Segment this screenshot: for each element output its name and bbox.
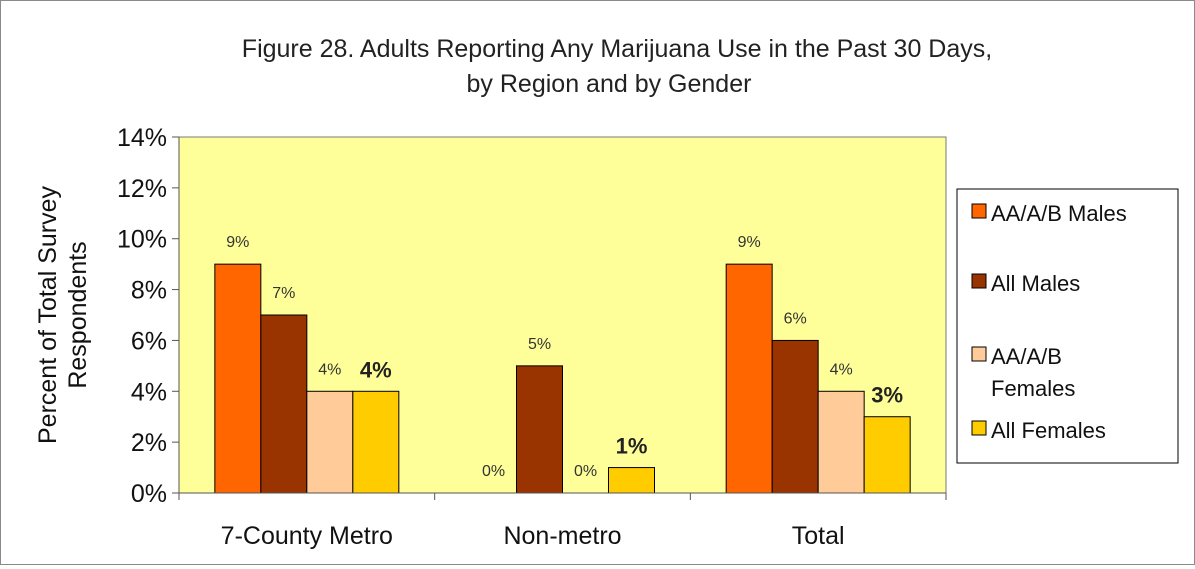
data-label: 4% [318,361,341,378]
y-axis-tick-label: 4% [131,378,167,406]
legend-entry-label: All Females [991,418,1106,443]
data-label: 9% [226,234,249,251]
x-axis-category-label: 7-County Metro [221,522,393,550]
x-axis-ticks [178,493,947,500]
chart-title: Figure 28. Adults Reporting Any Marijuan… [242,35,992,98]
legend-entry-label: All Males [991,271,1080,296]
data-label: 4% [360,357,392,382]
y-axis-tick-label: 8% [131,277,167,305]
y-axis-tick-label: 6% [131,327,167,355]
y-axis-ticks [172,136,179,494]
chart-title-line-2: by Region and by Gender [467,70,752,98]
y-axis-tick-label: 2% [131,429,167,457]
bar [214,263,262,494]
legend-swatch [971,346,987,362]
chart-title-line-1: Figure 28. Adults Reporting Any Marijuan… [242,35,992,63]
data-label: 6% [784,310,807,327]
legend-swatch [971,203,987,219]
data-label: 4% [830,361,853,378]
y-axis-tick-labels: 0% 2% 4% 6% 8% 10% 12% 14% [117,124,167,508]
y-axis-title-line-2: Respondents [64,241,92,388]
legend: AA/A/B Males All Males AA/A/B Females All Fe… [956,188,1179,464]
legend-entry-label: AA/A/B [991,344,1062,369]
y-axis-title: Percent of Total Survey Respondents [34,186,92,445]
y-axis-tick-label: 12% [117,175,167,203]
bars [214,263,911,494]
legend-box [956,188,1179,464]
bar [260,314,308,494]
legend-swatch [971,420,987,436]
data-label: 7% [272,285,295,302]
bar [352,390,400,494]
data-label: 0% [574,463,597,480]
data-label: 1% [616,434,648,459]
bar [516,365,563,494]
data-label: 3% [871,383,903,408]
data-label: 9% [738,234,761,251]
bar [608,467,655,494]
bar [863,416,911,494]
y-axis-title-line-1: Percent of Total Survey [34,186,62,445]
data-label: 0% [482,463,505,480]
legend-entry-label: AA/A/B Males [991,201,1127,226]
bar [306,390,354,494]
data-labels: 9% 7% 4% 4% 0% 5% 0% 1% 9% 6% 4% 3% [226,234,903,480]
x-axis-category-labels: 7-County Metro Non-metro Total [221,522,845,550]
x-axis-category-label: Non-metro [503,522,621,550]
y-axis-tick-label: 0% [131,480,167,508]
x-axis-category-label: Total [792,522,845,550]
bar [725,263,773,494]
y-axis-tick-label: 14% [117,124,167,152]
data-label: 5% [528,336,551,353]
bar [771,339,819,494]
legend-entry-label: Females [991,376,1075,401]
y-axis-tick-label: 10% [117,226,167,254]
legend-swatch [971,273,987,289]
bar [817,390,865,494]
